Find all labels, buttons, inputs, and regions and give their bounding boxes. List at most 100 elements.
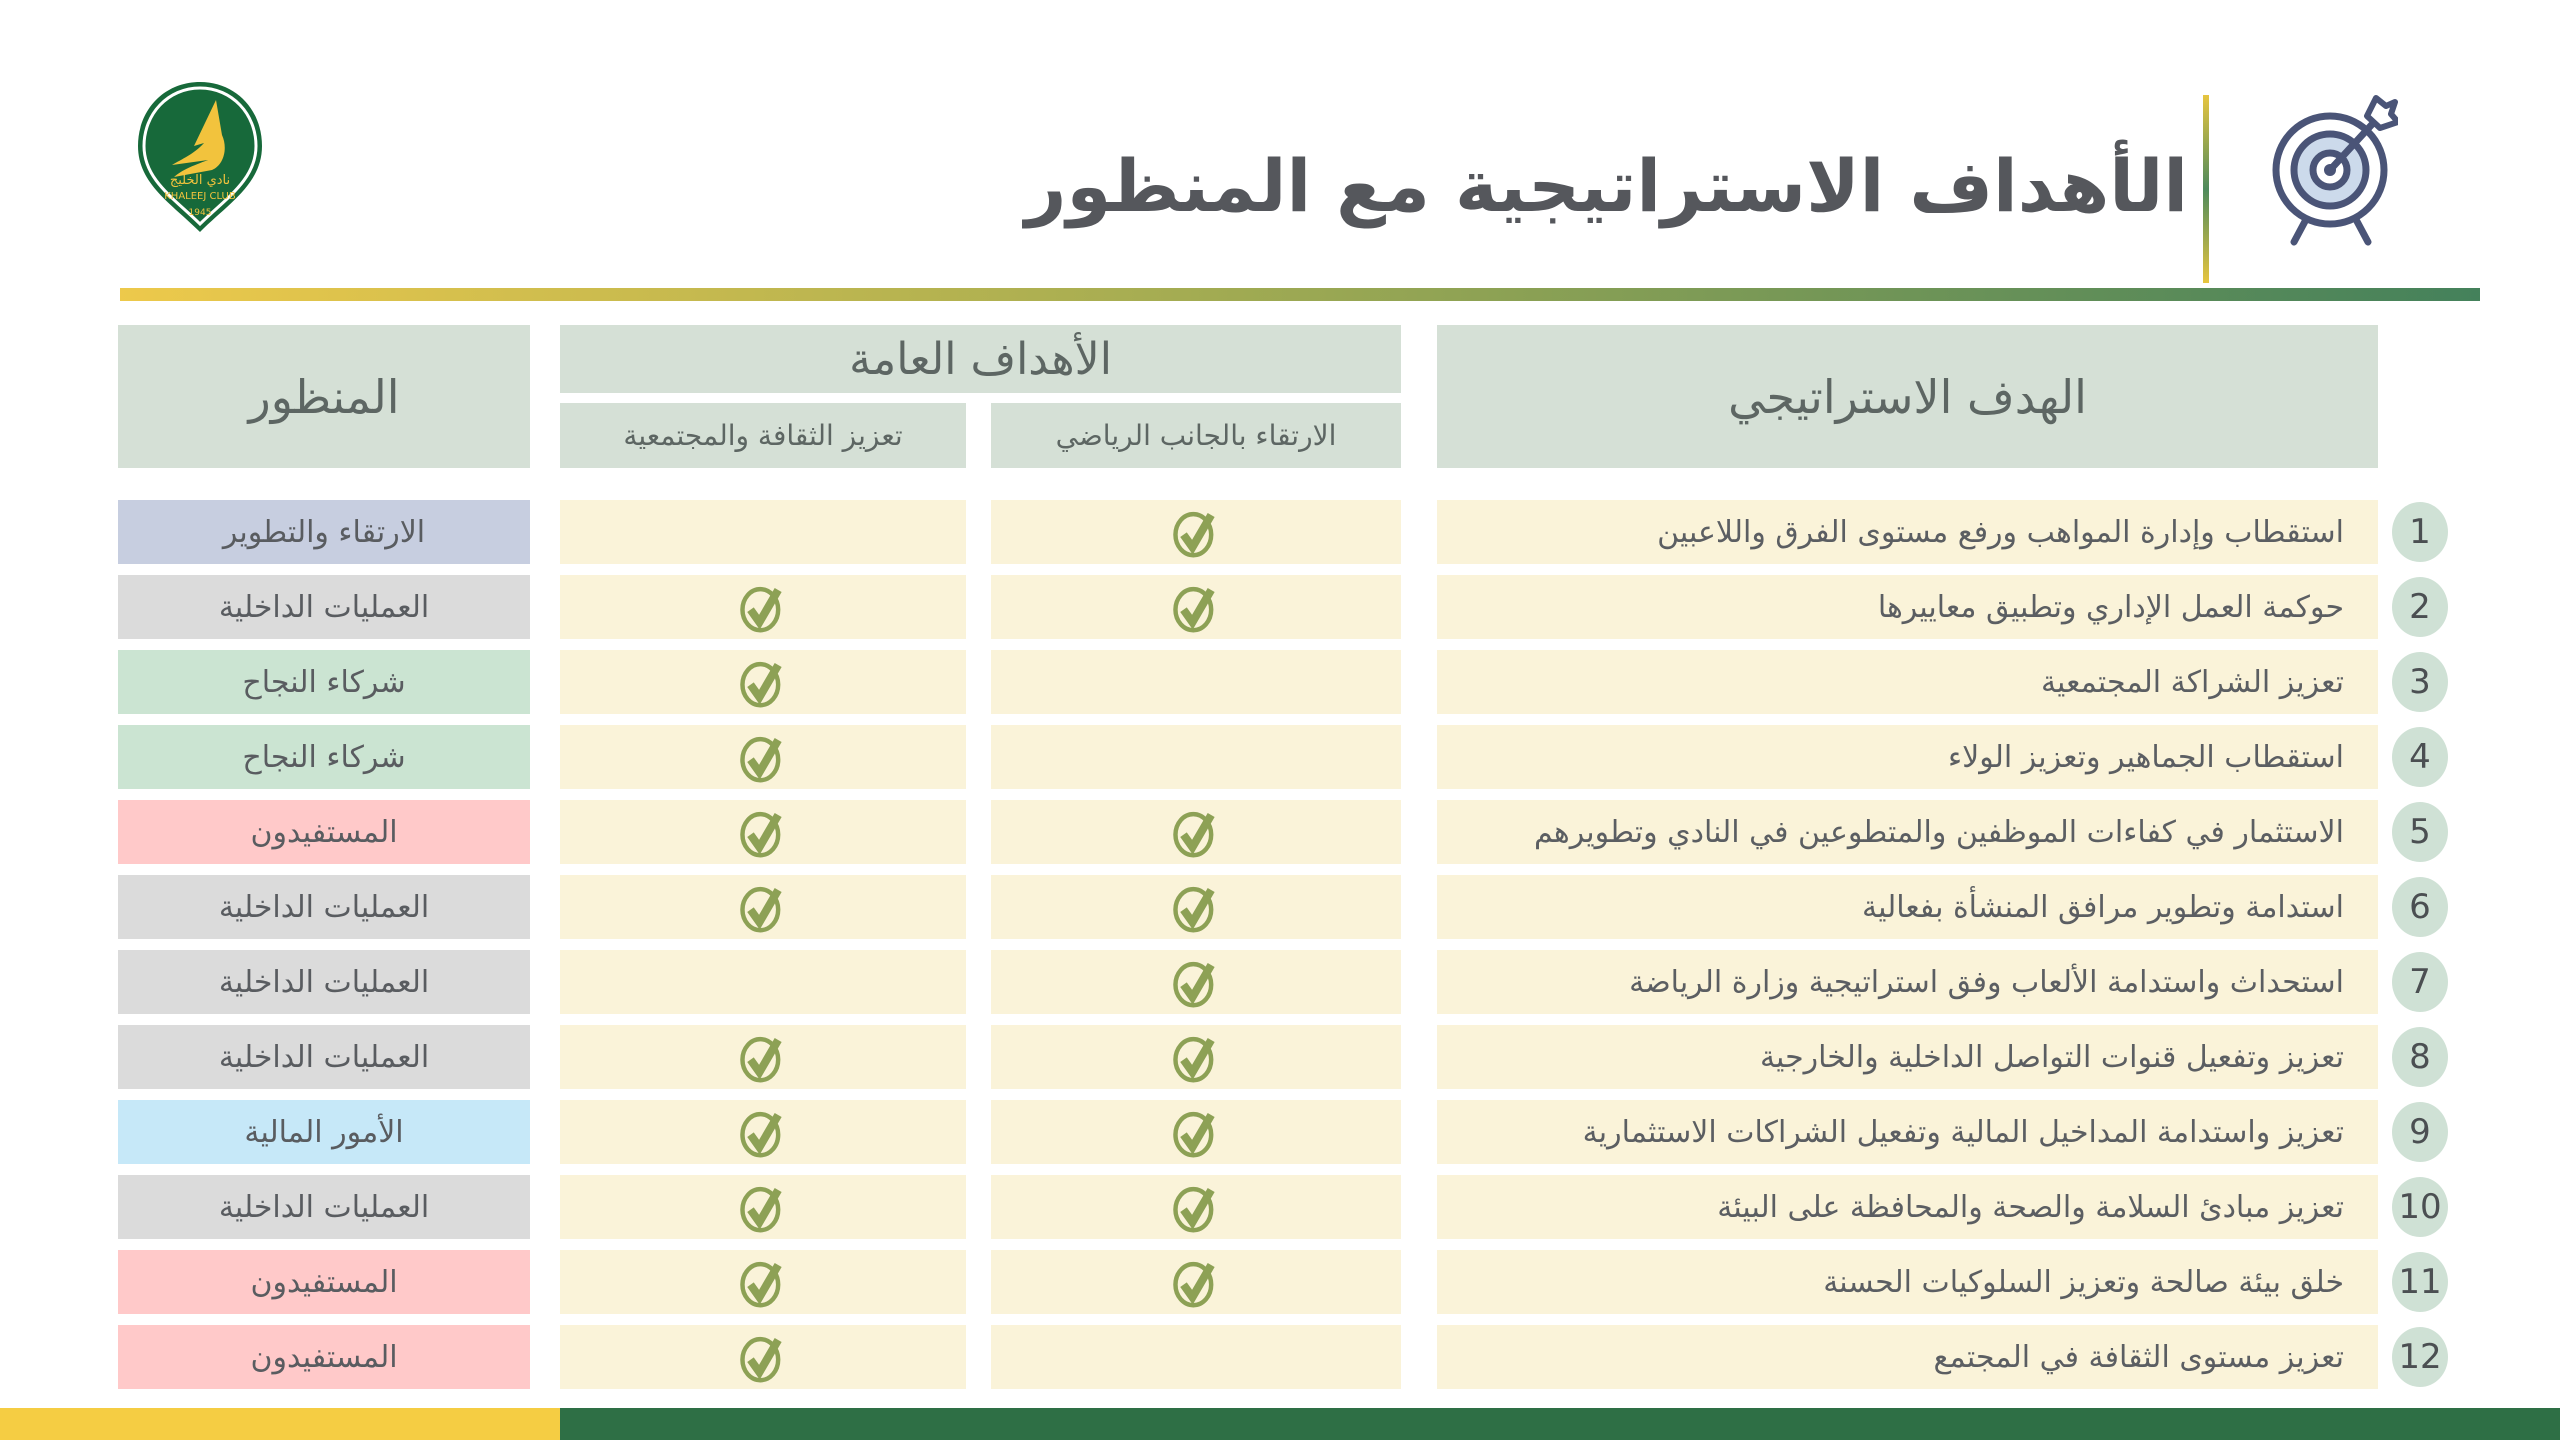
row-number-badge: 1 xyxy=(2392,502,2448,562)
check-icon xyxy=(1173,961,1215,1008)
goal-cell: استقطاب الجماهير وتعزيز الولاء xyxy=(1437,725,2378,789)
goal-cell: تعزيز مبادئ السلامة والصحة والمحافظة على… xyxy=(1437,1175,2378,1239)
table-row: المستفيدون خلق بيئة صالحة وتعزيز السلوكي… xyxy=(118,1250,2456,1314)
check-icon xyxy=(740,1336,782,1383)
perspective-cell: شركاء النجاح xyxy=(118,650,530,714)
culture-check-cell xyxy=(560,1175,966,1239)
perspective-header: المنظور xyxy=(118,325,530,468)
table-header: المنظور الأهداف العامة تعزيز الثقافة وال… xyxy=(118,325,2456,468)
table-row: العمليات الداخلية حوكمة العمل الإداري وت… xyxy=(118,575,2456,639)
check-icon xyxy=(740,736,782,783)
sports-check-cell xyxy=(991,875,1401,939)
goal-cell: تعزيز الشراكة المجتمعية xyxy=(1437,650,2378,714)
perspective-cell: الأمور المالية xyxy=(118,1100,530,1164)
check-icon xyxy=(740,1111,782,1158)
perspective-cell: المستفيدون xyxy=(118,1250,530,1314)
title-divider-line xyxy=(2203,95,2209,283)
check-icon xyxy=(740,1036,782,1083)
culture-check-cell xyxy=(560,650,966,714)
row-number-badge: 11 xyxy=(2392,1252,2448,1312)
row-number-badge: 4 xyxy=(2392,727,2448,787)
perspective-cell: العمليات الداخلية xyxy=(118,1175,530,1239)
footer-green-segment xyxy=(560,1408,2560,1440)
culture-check-cell xyxy=(560,950,966,1014)
culture-check-cell xyxy=(560,1025,966,1089)
goal-cell: تعزيز مستوى الثقافة في المجتمع xyxy=(1437,1325,2378,1389)
logo-name-en: KHALEEJ CLUB xyxy=(164,191,236,202)
sports-check-cell xyxy=(991,1325,1401,1389)
check-icon xyxy=(1173,511,1215,558)
table-rows: الارتقاء والتطوير استقطاب وإدارة المواهب… xyxy=(118,500,2456,1389)
perspective-cell: العمليات الداخلية xyxy=(118,950,530,1014)
goal-cell: تعزيز وتفعيل قنوات التواصل الداخلية والخ… xyxy=(1437,1025,2378,1089)
check-icon xyxy=(1173,1261,1215,1308)
sports-check-cell xyxy=(991,725,1401,789)
check-icon xyxy=(740,1261,782,1308)
sports-check-cell xyxy=(991,1250,1401,1314)
sports-check-cell xyxy=(991,1100,1401,1164)
table-row: العمليات الداخلية تعزيز وتفعيل قنوات الت… xyxy=(118,1025,2456,1089)
check-icon xyxy=(740,586,782,633)
check-icon xyxy=(1173,886,1215,933)
culture-check-cell xyxy=(560,725,966,789)
logo-year: 1945 xyxy=(189,208,212,218)
row-number-badge: 9 xyxy=(2392,1102,2448,1162)
logo-ring xyxy=(142,86,258,227)
culture-check-cell xyxy=(560,800,966,864)
goal-cell: استقطاب وإدارة المواهب ورفع مستوى الفرق … xyxy=(1437,500,2378,564)
check-icon xyxy=(1173,586,1215,633)
strategic-header: الهدف الاستراتيجي xyxy=(1437,325,2378,468)
table-row: الارتقاء والتطوير استقطاب وإدارة المواهب… xyxy=(118,500,2456,564)
perspective-cell: المستفيدون xyxy=(118,1325,530,1389)
row-number-badge: 10 xyxy=(2392,1177,2448,1237)
row-number-badge: 7 xyxy=(2392,952,2448,1012)
culture-check-cell xyxy=(560,575,966,639)
sports-subheader: الارتقاء بالجانب الرياضي xyxy=(991,403,1401,468)
row-number-badge: 2 xyxy=(2392,577,2448,637)
check-icon xyxy=(1173,1036,1215,1083)
perspective-cell: العمليات الداخلية xyxy=(118,875,530,939)
row-number-badge: 12 xyxy=(2392,1327,2448,1387)
check-icon xyxy=(1173,1186,1215,1233)
sports-check-cell xyxy=(991,800,1401,864)
footer-yellow-segment xyxy=(0,1408,560,1440)
footer-bar xyxy=(0,1408,2560,1440)
goal-cell: الاستثمار في كفاءات الموظفين والمتطوعين … xyxy=(1437,800,2378,864)
goal-cell: استدامة وتطوير مرافق المنشأة بفعالية xyxy=(1437,875,2378,939)
gradient-divider xyxy=(120,288,2480,301)
table-row: الأمور المالية تعزيز واستدامة المداخيل ا… xyxy=(118,1100,2456,1164)
general-objectives-header: الأهداف العامة xyxy=(560,325,1401,393)
culture-check-cell xyxy=(560,1325,966,1389)
sports-check-cell xyxy=(991,1025,1401,1089)
logo-name-ar: نادي الخليج xyxy=(170,173,230,188)
goal-cell: خلق بيئة صالحة وتعزيز السلوكيات الحسنة xyxy=(1437,1250,2378,1314)
falcon-icon xyxy=(172,100,225,177)
sports-check-cell xyxy=(991,950,1401,1014)
row-number-badge: 8 xyxy=(2392,1027,2448,1087)
table-row: شركاء النجاح استقطاب الجماهير وتعزيز الو… xyxy=(118,725,2456,789)
sports-check-cell xyxy=(991,650,1401,714)
perspective-cell: شركاء النجاح xyxy=(118,725,530,789)
page-title: الأهداف الاستراتيجية مع المنظور xyxy=(1025,144,2189,228)
table-row: العمليات الداخلية استحداث واستدامة الألع… xyxy=(118,950,2456,1014)
table-row: المستفيدون تعزيز مستوى الثقافة في المجتم… xyxy=(118,1325,2456,1389)
goal-cell: استحداث واستدامة الألعاب وفق استراتيجية … xyxy=(1437,950,2378,1014)
check-icon xyxy=(740,1186,782,1233)
perspective-cell: العمليات الداخلية xyxy=(118,1025,530,1089)
perspective-cell: العمليات الداخلية xyxy=(118,575,530,639)
row-number-badge: 6 xyxy=(2392,877,2448,937)
perspective-cell: الارتقاء والتطوير xyxy=(118,500,530,564)
target-arrow-icon xyxy=(2264,94,2401,246)
goal-cell: تعزيز واستدامة المداخيل المالية وتفعيل ا… xyxy=(1437,1100,2378,1164)
table-row: العمليات الداخلية تعزيز مبادئ السلامة وا… xyxy=(118,1175,2456,1239)
general-objectives-group: الأهداف العامة تعزيز الثقافة والمجتمعية … xyxy=(560,325,1401,468)
number-column-spacer xyxy=(2392,325,2456,468)
table-row: المستفيدون الاستثمار في كفاءات الموظفين … xyxy=(118,800,2456,864)
row-number-badge: 5 xyxy=(2392,802,2448,862)
perspective-cell: المستفيدون xyxy=(118,800,530,864)
sports-check-cell xyxy=(991,575,1401,639)
culture-check-cell xyxy=(560,500,966,564)
culture-check-cell xyxy=(560,1250,966,1314)
table-row: العمليات الداخلية استدامة وتطوير مرافق ا… xyxy=(118,875,2456,939)
check-icon xyxy=(740,661,782,708)
